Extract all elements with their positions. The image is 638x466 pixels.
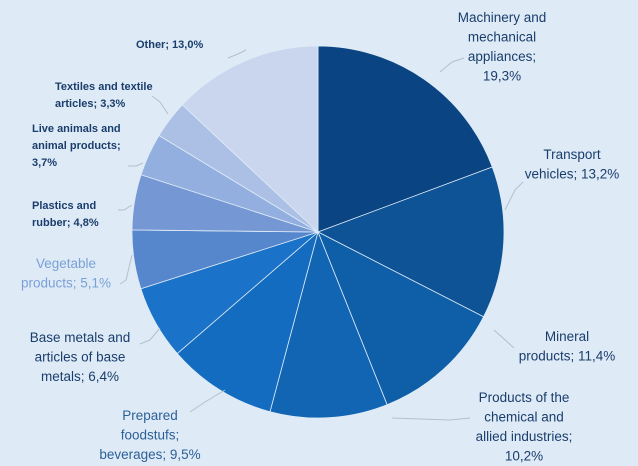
leader-line xyxy=(504,181,524,211)
slice-label-line: products; 5,1% xyxy=(21,276,111,291)
slice-label-line: vehicles; 13,2% xyxy=(525,167,620,182)
slice-label-line: foodstufs; xyxy=(121,428,180,443)
pie-slice xyxy=(317,45,493,233)
slice-label-line: Plastics and xyxy=(32,200,96,212)
slice-label-line: 3,7% xyxy=(32,157,57,169)
slice-label: Live animals and animal products; 3,7% xyxy=(32,123,121,169)
slice-label: Transport vehicles; 13,2% xyxy=(525,147,620,182)
slice-label: Products of the chemical and allied indust… xyxy=(476,390,573,464)
slice-label-line: 19,3% xyxy=(483,69,521,84)
pie-slice xyxy=(176,230,319,413)
slice-label: Vegetable products; 5,1% xyxy=(21,256,111,291)
leader-line xyxy=(189,389,226,413)
slice-label-line: Other; 13,0% xyxy=(136,39,203,51)
leader-line xyxy=(128,162,144,167)
leader-line xyxy=(151,95,169,115)
slice-label-line: articles; 3,3% xyxy=(55,98,126,110)
leader-line xyxy=(439,57,465,73)
slice-label-line: appliances; xyxy=(468,49,536,64)
slice-label: Base metals and articles of base metals; 6… xyxy=(30,330,131,384)
leader-line xyxy=(227,49,247,59)
slice-label-line: Textiles and textile xyxy=(55,81,153,93)
slice-label-line: metals; 6,4% xyxy=(41,369,119,384)
leader-line xyxy=(391,417,471,421)
pie-slice xyxy=(317,166,505,318)
slice-label-line: Machinery and xyxy=(458,10,547,25)
leader-line xyxy=(139,327,161,345)
slice-label-line: beverages; 9,5% xyxy=(99,447,200,462)
slice-label-line: mechanical xyxy=(468,30,536,45)
slice-label: Machinery and mechanical appliances; 19,3% xyxy=(458,10,547,84)
slice-label-line: Prepared xyxy=(122,408,178,423)
leader-line xyxy=(493,329,515,349)
slice-label-line: rubber; 4,8% xyxy=(32,217,99,229)
leader-line xyxy=(119,254,133,285)
pie-slice xyxy=(317,231,485,406)
slice-label-line: Live animals and xyxy=(32,123,121,135)
slice-label-line: articles of base xyxy=(35,350,126,365)
slice-label-line: Vegetable xyxy=(36,256,96,271)
slice-label-line: chemical and xyxy=(484,410,564,425)
slice-label-line: Transport xyxy=(543,147,601,162)
slice-label: Prepared foodstufs; beverages; 9,5% xyxy=(99,408,200,462)
leader-line xyxy=(118,204,133,211)
slice-label-line: 10,2% xyxy=(505,449,543,464)
slice-label: Mineral products; 11,4% xyxy=(519,329,616,364)
slice-label-line: Products of the xyxy=(479,390,570,405)
slice-label-line: Mineral xyxy=(545,329,589,344)
slice-label-line: products; 11,4% xyxy=(519,349,616,364)
slice-label-line: Base metals and xyxy=(30,330,131,345)
pie-slice xyxy=(181,45,319,233)
slice-label-line: allied industries; xyxy=(476,429,573,444)
pie-slice xyxy=(269,230,388,419)
slice-label: Plastics and rubber; 4,8% xyxy=(32,200,99,229)
slice-label: Other; 13,0% xyxy=(136,39,203,51)
slice-label: Textiles and textile articles; 3,3% xyxy=(55,81,153,110)
slice-label-line: animal products; xyxy=(32,140,121,152)
